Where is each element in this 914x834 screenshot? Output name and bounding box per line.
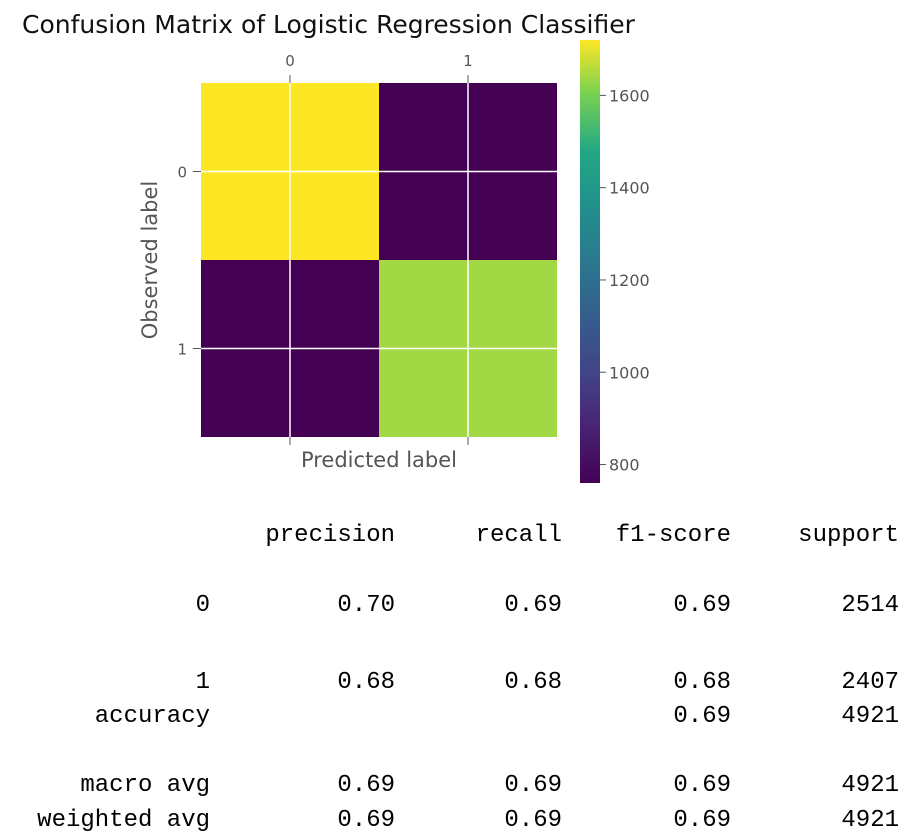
report-cell: 0.68 — [504, 669, 562, 696]
report-cell: 0.68 — [337, 669, 395, 696]
y-axis-label: Observed label — [138, 181, 162, 340]
report-cell: 0.69 — [504, 592, 562, 619]
x-tick-label-1: 1 — [463, 52, 473, 70]
chart-title: Confusion Matrix of Logistic Regression … — [22, 10, 635, 39]
report-row-label: weighted avg — [37, 807, 210, 834]
report-cell: 0.68 — [673, 669, 731, 696]
report-cell: 0.69 — [504, 772, 562, 799]
report-cell: 0.69 — [337, 772, 395, 799]
report-cell: 0.70 — [337, 592, 395, 619]
report-cell: 4921 — [841, 772, 899, 799]
report-cell: 0.69 — [673, 592, 731, 619]
colorbar-tick-label-4: 1600 — [609, 86, 650, 105]
report-header-recall: recall — [475, 522, 562, 549]
report-header-precision: precision — [265, 522, 395, 549]
report-row-label: macro avg — [80, 772, 210, 799]
y-tick-label-1: 1 — [177, 341, 187, 359]
report-cell: 0.69 — [673, 772, 731, 799]
report-row-label: accuracy — [94, 703, 210, 730]
report-header-f1-score: f1-score — [615, 522, 731, 549]
colorbar — [580, 40, 600, 483]
colorbar-tick-label-1: 1000 — [609, 363, 650, 382]
report-cell: 0.69 — [673, 703, 731, 730]
colorbar-tick-label-3: 1400 — [609, 179, 650, 198]
y-tick-label-0: 0 — [177, 164, 187, 182]
x-tick-label-0: 0 — [285, 52, 295, 70]
report-cell: 2514 — [841, 592, 899, 619]
report-cell: 2407 — [841, 669, 899, 696]
report-row-label: 0 — [195, 592, 210, 619]
report-cell: 4921 — [841, 807, 899, 834]
colorbar-tick-label-0: 800 — [609, 456, 640, 475]
x-axis-label: Predicted label — [301, 448, 457, 472]
report-cell: 4921 — [841, 703, 899, 730]
colorbar-tick-label-2: 1200 — [609, 271, 650, 290]
report-row-label: 1 — [195, 669, 210, 696]
report-header-support: support — [798, 522, 899, 549]
confusion-matrix-chart: 0 1 0 1 Predicted label Observed label 800 100… — [138, 40, 650, 483]
